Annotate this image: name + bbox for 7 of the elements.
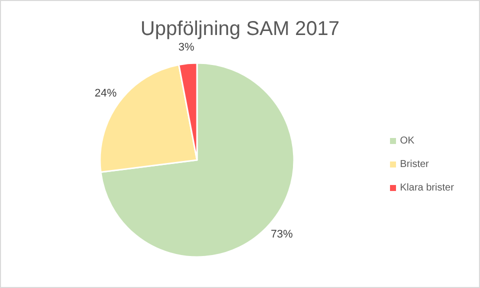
data-label: 73% bbox=[270, 228, 293, 241]
data-label: 24% bbox=[94, 87, 117, 100]
data-label: 3% bbox=[178, 41, 195, 54]
legend-label: Klara brister bbox=[400, 182, 455, 194]
legend-label: OK bbox=[400, 136, 415, 147]
legend-label: Brister bbox=[400, 159, 430, 170]
chart-title: Uppföljning SAM 2017 bbox=[140, 18, 340, 40]
